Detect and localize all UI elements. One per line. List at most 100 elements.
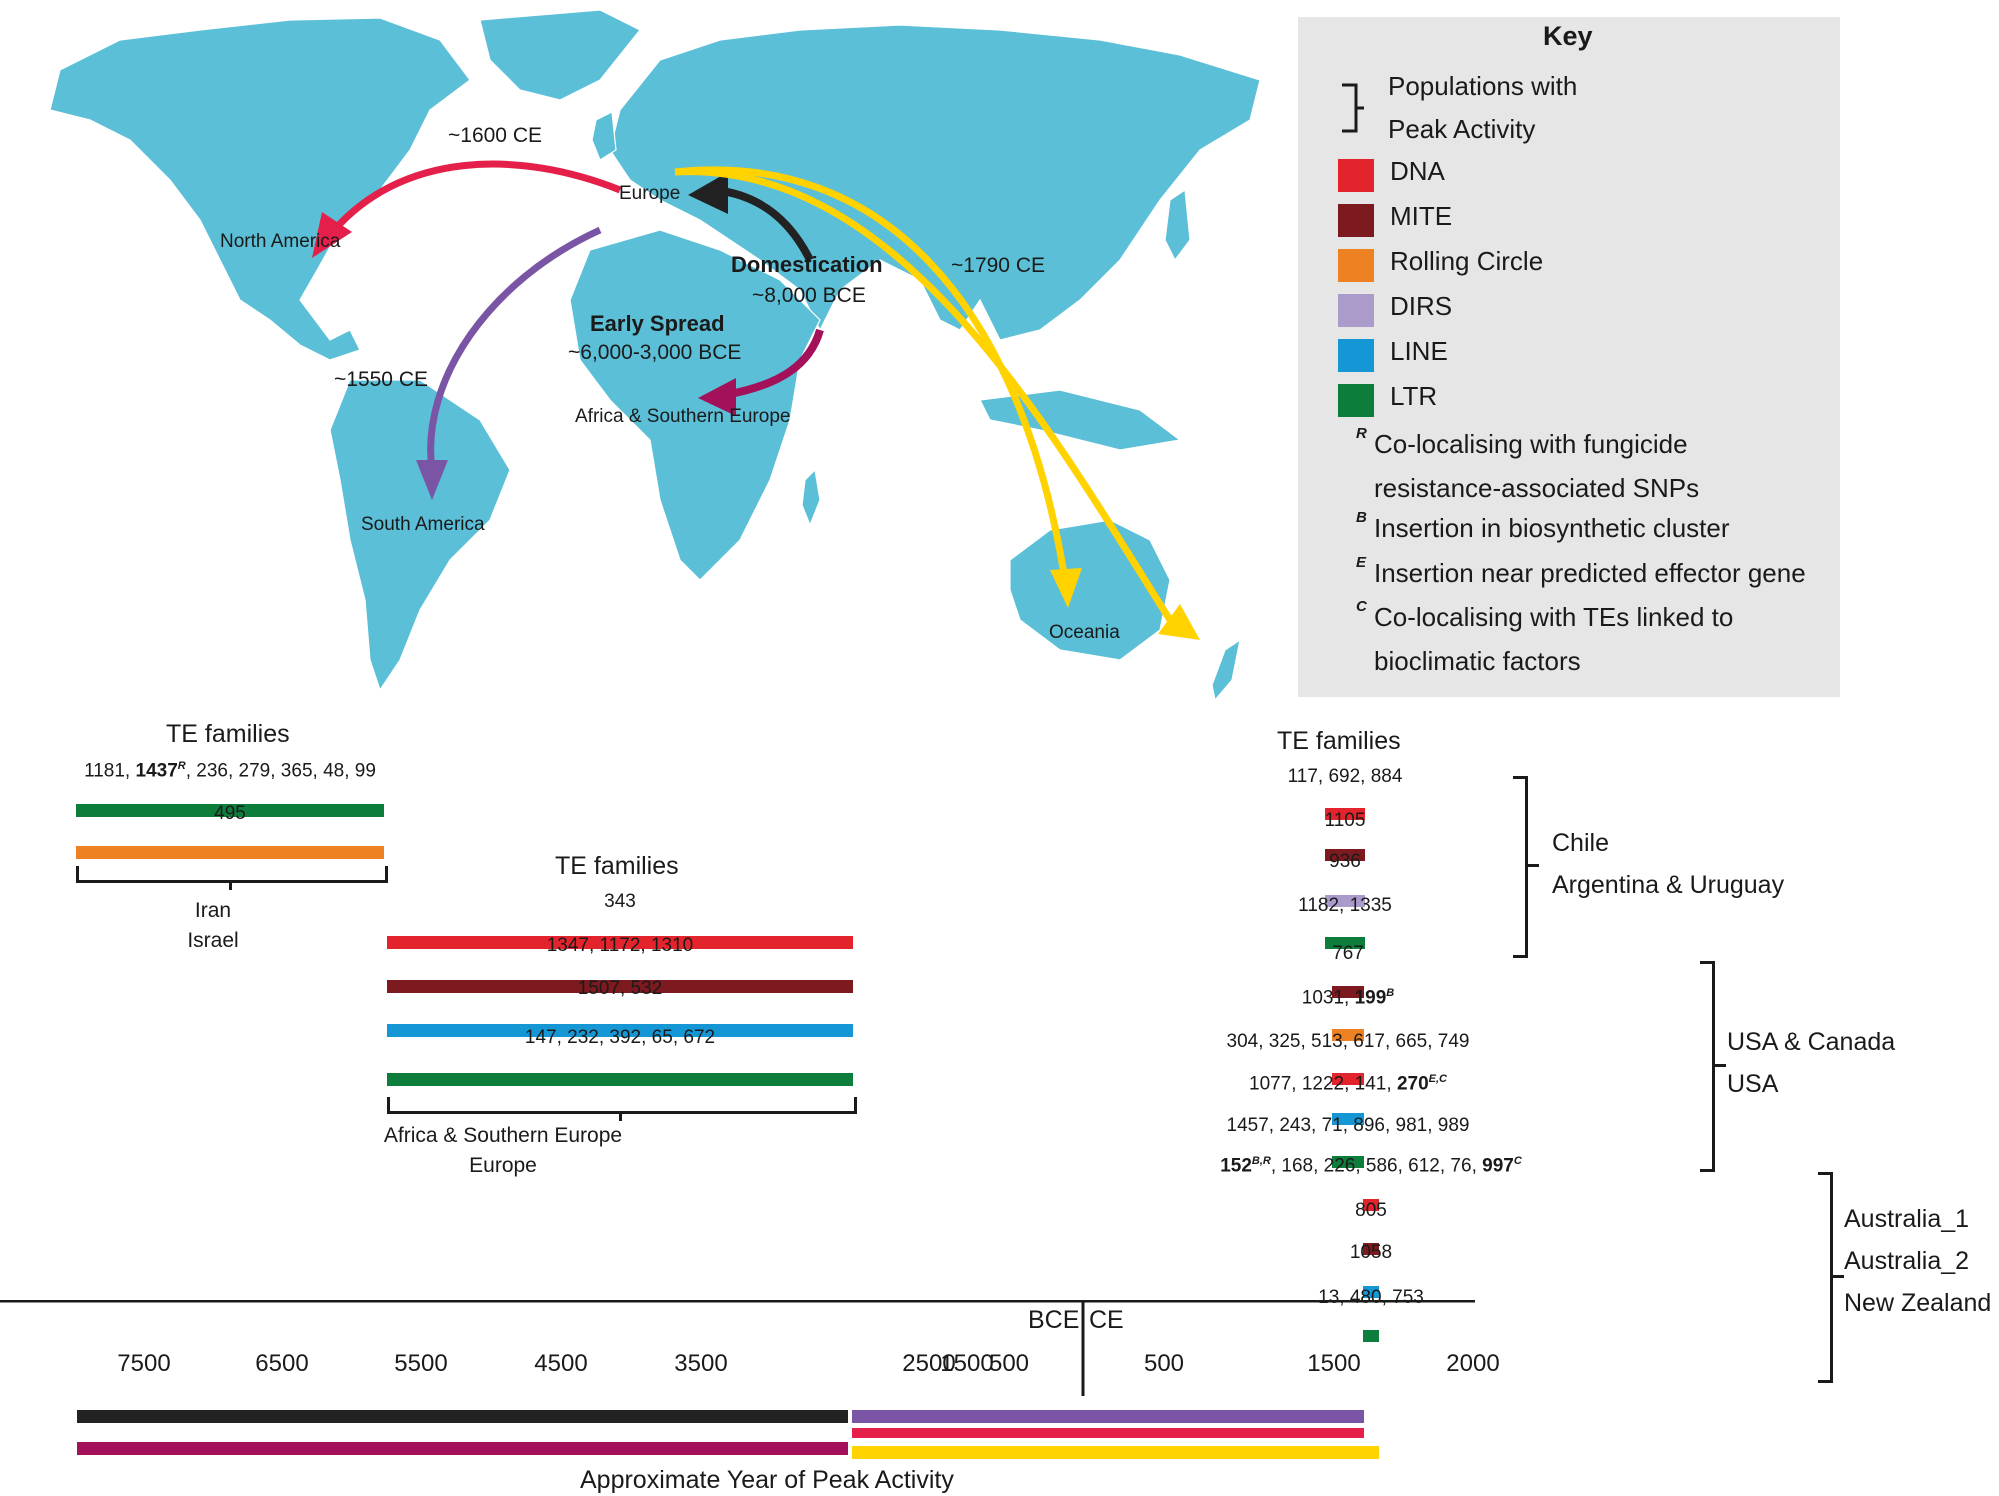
population-bracket-aus bbox=[1818, 1172, 1833, 1383]
key-marker-symbol-b: B bbox=[1356, 509, 1367, 526]
population-label: Argentina & Uruguay bbox=[1552, 871, 1785, 899]
te-bar-aus bbox=[1363, 1243, 1379, 1255]
population-label: Israel bbox=[187, 929, 239, 952]
te-bar-aus bbox=[1363, 1286, 1379, 1298]
population-label: New Zealand bbox=[1844, 1289, 1992, 1317]
te-family-list-iran: 1181, 1437R, 236, 279, 365, 48, 99 bbox=[84, 760, 376, 782]
te-bar-chile bbox=[1325, 849, 1365, 861]
population-label: Europe bbox=[469, 1154, 537, 1177]
population-label: USA bbox=[1727, 1070, 1779, 1098]
key-label-ltr: LTR bbox=[1390, 381, 1438, 411]
te-family-list-chile: 1182, 1335 bbox=[1298, 895, 1392, 916]
key-populations-line2: Peak Activity bbox=[1388, 114, 1536, 144]
japan-landmass bbox=[1164, 188, 1191, 262]
te-bar-africa bbox=[387, 936, 853, 949]
key-swatch-dirs bbox=[1338, 294, 1374, 327]
tick-bce-500: 500 bbox=[988, 1350, 1030, 1377]
timeline-bar-south-america bbox=[852, 1410, 1364, 1423]
te-families-title-africa: TE families bbox=[555, 852, 679, 880]
highlighted-family: 199 bbox=[1354, 987, 1387, 1009]
key-swatch-ltr bbox=[1338, 384, 1374, 417]
te-family-list-iran: 495 bbox=[214, 803, 246, 824]
date-oceania: ~1790 CE bbox=[951, 254, 1045, 277]
population-label: Australia_1 bbox=[1844, 1205, 1970, 1233]
key-label-rolling-circle: Rolling Circle bbox=[1390, 246, 1544, 276]
north-america-landmass bbox=[49, 17, 471, 361]
key-label-dna: DNA bbox=[1390, 156, 1445, 186]
africa-landmass bbox=[569, 229, 821, 581]
world-map bbox=[49, 9, 1261, 702]
arrowhead-oceania-b bbox=[1158, 604, 1200, 640]
key-marker-text: resistance-associated SNPs bbox=[1374, 473, 1700, 503]
key-marker-symbol-e: E bbox=[1356, 554, 1367, 571]
early-spread-title: Early Spread bbox=[590, 311, 725, 336]
tick-bce-6500: 6500 bbox=[255, 1350, 309, 1377]
te-bar-usa bbox=[1332, 1073, 1364, 1085]
key-marker-text: Insertion near predicted effector gene bbox=[1374, 558, 1806, 588]
te-bar-iran bbox=[76, 804, 384, 817]
highlighted-family: 1437 bbox=[135, 760, 178, 782]
te-family-list-aus: 1058 bbox=[1349, 1242, 1393, 1263]
timeline-bar-early-spread bbox=[77, 1442, 848, 1455]
te-family-list-africa: 1347, 1172, 1310 bbox=[546, 935, 694, 956]
bracket-stem bbox=[1832, 1274, 1844, 1278]
family-marker: E,C bbox=[1428, 1073, 1447, 1085]
key-swatch-mite bbox=[1338, 204, 1374, 237]
timeline-bar-domestication bbox=[77, 1410, 848, 1423]
te-bar-usa bbox=[1332, 1029, 1364, 1041]
te-family-list-chile: 117, 692, 884 bbox=[1287, 766, 1403, 787]
bracket-stem bbox=[619, 1111, 622, 1121]
highlighted-family: 270 bbox=[1396, 1073, 1429, 1095]
key-marker-symbol-c: C bbox=[1356, 598, 1367, 615]
label-oceania: Oceania bbox=[1049, 622, 1120, 643]
key-panel: Key Populations with Peak Activity DNA MI… bbox=[1298, 17, 1840, 697]
te-families-title-iran: TE families bbox=[166, 720, 290, 748]
key-swatch-dna bbox=[1338, 159, 1374, 192]
date-south-america: ~1550 CE bbox=[334, 368, 428, 391]
te-bar-africa bbox=[387, 1073, 853, 1086]
label-south-america: South America bbox=[361, 514, 485, 535]
label-north-america: North America bbox=[220, 231, 341, 252]
family-marker: R bbox=[177, 760, 186, 772]
arrow-domestication bbox=[714, 186, 814, 262]
tick-bce-1500: 1500 bbox=[940, 1350, 994, 1377]
uk-landmass bbox=[591, 111, 617, 161]
tick-ce-2000: 2000 bbox=[1446, 1350, 1500, 1377]
te-family-list-usa: 767 bbox=[1332, 943, 1364, 964]
te-family-list-usa: 1031, 199B bbox=[1301, 987, 1395, 1009]
madagascar-landmass bbox=[801, 468, 821, 527]
tick-ce-1500: 1500 bbox=[1307, 1350, 1361, 1377]
domestication-date: ~8,000 BCE bbox=[752, 284, 866, 307]
te-family-list-africa: 147, 232, 392, 65, 672 bbox=[524, 1027, 716, 1048]
label-africa-se: Africa & Southern Europe bbox=[575, 406, 791, 427]
timeline-xlabel: Approximate Year of Peak Activity bbox=[580, 1466, 954, 1494]
te-family-list-aus: 805 bbox=[1355, 1200, 1387, 1221]
te-bar-aus bbox=[1363, 1199, 1379, 1211]
timeline bbox=[0, 1300, 1475, 1459]
te-bar-usa bbox=[1332, 1156, 1364, 1168]
te-bar-chile bbox=[1325, 895, 1365, 907]
domestication-title: Domestication bbox=[731, 252, 883, 277]
key-marker-text: Co-localising with fungicide bbox=[1374, 429, 1688, 459]
bracket-stem bbox=[229, 880, 232, 890]
population-label: Chile bbox=[1552, 829, 1609, 857]
tick-bce-3500: 3500 bbox=[674, 1350, 728, 1377]
tick-bce-7500: 7500 bbox=[117, 1350, 171, 1377]
arrowhead-north-america bbox=[312, 212, 352, 258]
te-family-list-usa: 304, 325, 513, 617, 665, 749 bbox=[1226, 1031, 1470, 1052]
arrow-oceania-a bbox=[674, 166, 1069, 581]
te-bar-chile bbox=[1325, 937, 1365, 949]
key-swatch-line bbox=[1338, 339, 1374, 372]
key-populations-line1: Populations with bbox=[1388, 71, 1578, 101]
te-bar-aus bbox=[1363, 1330, 1379, 1342]
te-bar-africa bbox=[387, 1024, 853, 1037]
tick-bce-4500: 4500 bbox=[534, 1350, 588, 1377]
key-marker-text: Insertion in biosynthetic cluster bbox=[1374, 513, 1730, 543]
tick-ce-500: 500 bbox=[1143, 1350, 1185, 1377]
te-family-list-aus: 13, 480, 753 bbox=[1318, 1287, 1424, 1308]
te-bar-chile bbox=[1325, 808, 1365, 820]
bracket-stem bbox=[1714, 1063, 1726, 1067]
arrowhead-early-spread bbox=[698, 378, 736, 416]
population-bracket-africa bbox=[387, 1097, 857, 1114]
